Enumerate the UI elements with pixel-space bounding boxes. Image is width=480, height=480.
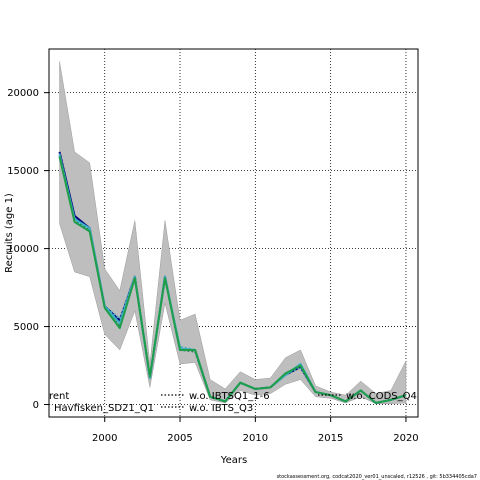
series-lines: [58, 151, 407, 404]
confidence-band: [59, 61, 407, 404]
x-tick-label-0: 2000: [92, 433, 117, 444]
footer-note: stockassessment.org, codcat2020_ver01_un…: [277, 474, 477, 480]
y-tick-label-2: 10000: [7, 244, 39, 255]
y-axis-title: Recruits (age 1): [4, 193, 15, 273]
x-axis: 2000 2005 2010 2015 2020: [92, 417, 419, 444]
legend-label-cods-q4: w.o. CODS_Q4: [346, 391, 417, 402]
confidence-band-area: [59, 61, 407, 404]
y-tick-label-1: 5000: [14, 322, 39, 333]
legend-label-rent: rent: [49, 391, 69, 402]
series-line-0: [58, 151, 407, 404]
series-line-1: [58, 153, 407, 404]
x-tick-label-3: 2015: [318, 433, 343, 444]
x-tick-label-1: 2005: [167, 433, 192, 444]
series-line-4: [58, 156, 407, 404]
y-tick-label-3: 15000: [7, 166, 39, 177]
x-axis-title: Years: [220, 455, 247, 466]
x-tick-label-4: 2020: [393, 433, 418, 444]
legend-label-havfisken: Havfisken_SD21_Q1: [54, 403, 154, 414]
y-tick-label-4: 20000: [7, 88, 39, 99]
y-axis: 0 5000 10000 15000 20000: [7, 88, 49, 411]
y-tick-label-0: 0: [33, 400, 39, 411]
legend-label-ibtsq1: w.o. IBTSQ1_1-6: [189, 391, 270, 402]
legend: rent w.o. IBTSQ1_1-6 w.o. CODS_Q4 Havfis…: [49, 391, 417, 414]
x-tick-label-2: 2010: [243, 433, 268, 444]
grid-lines: [49, 49, 418, 417]
legend-label-ibts-q3: w.o. IBTS_Q3: [189, 403, 253, 414]
plot-frame: [48, 48, 419, 418]
